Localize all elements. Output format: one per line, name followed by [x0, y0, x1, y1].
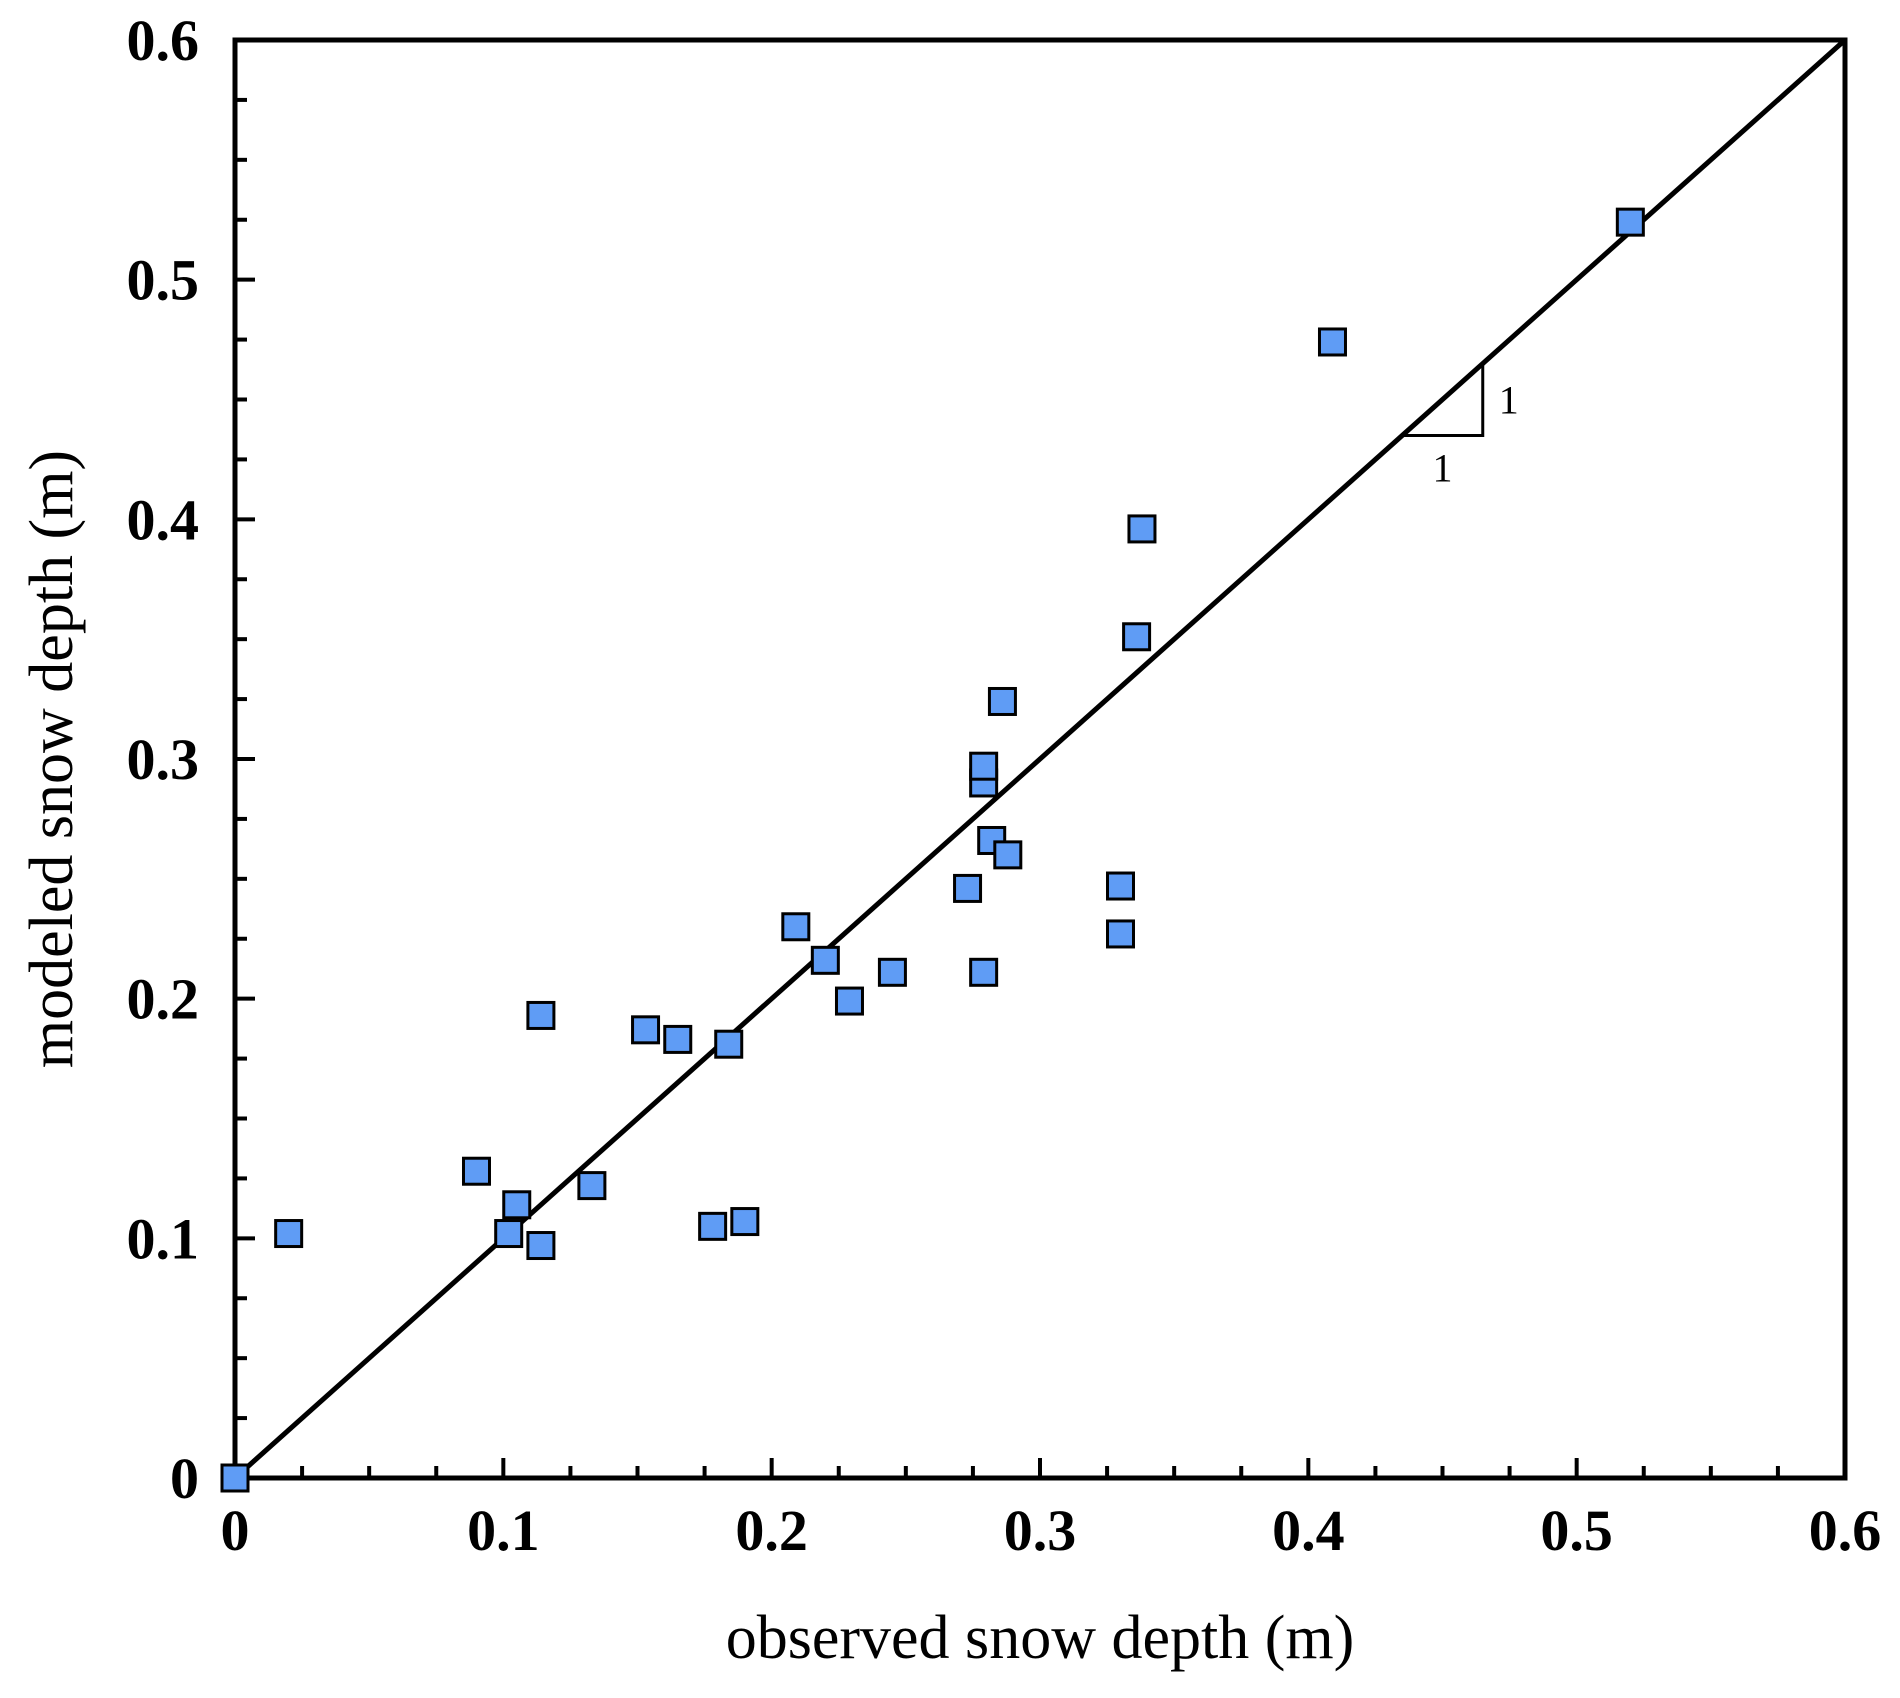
data-point [577, 1171, 607, 1201]
y-tick-label: 0.5 [127, 248, 200, 313]
x-tick-label: 0.5 [1540, 1498, 1613, 1563]
axes [232, 37, 1848, 1481]
data-point [663, 1024, 693, 1054]
data-point [526, 1000, 556, 1030]
x-axis-title: observed snow depth (m) [726, 1604, 1354, 1672]
reference-line-group [233, 38, 1847, 1480]
data-point [953, 873, 983, 903]
y-tick-label: 0.6 [127, 8, 200, 73]
data-point [462, 1156, 491, 1186]
x-tick-label: 0.6 [1809, 1498, 1882, 1563]
data-point [1106, 871, 1135, 901]
data-point [810, 945, 840, 975]
data-point [698, 1211, 728, 1241]
data-point [987, 686, 1017, 716]
y-tick-label: 0 [170, 1446, 199, 1511]
y-tick-label: 0.3 [127, 727, 200, 792]
data-point [781, 912, 811, 942]
data-point [1122, 622, 1152, 652]
data-point [1106, 919, 1135, 949]
tick-labels: 0 0.1 0.2 0.3 0.4 0.5 0.6 0 0.1 0.2 0.3 0.4 0.5 0.6 [127, 8, 1882, 1563]
data-point [1127, 514, 1157, 544]
x-tick-label: 0.4 [1272, 1498, 1345, 1563]
y-axis-title: modeled snow depth (m) [18, 450, 86, 1068]
data-point [502, 1190, 532, 1220]
data-point [1317, 327, 1347, 357]
slope-rise-label: 1 [1499, 378, 1519, 423]
slope-run-label: 1 [1433, 445, 1453, 490]
data-points [220, 207, 1645, 1493]
data-point [274, 1219, 304, 1249]
x-tick-label: 0.2 [735, 1498, 808, 1563]
one-to-one-line [233, 38, 1847, 1480]
data-point [1615, 207, 1645, 237]
data-point [220, 1463, 250, 1493]
data-point [993, 840, 1023, 870]
y-tick-label: 0.2 [127, 967, 200, 1032]
data-point [494, 1219, 524, 1249]
x-tick-label: 0.1 [467, 1498, 540, 1563]
x-tick-label: 0 [221, 1498, 250, 1563]
data-point [834, 986, 864, 1016]
y-tick-label: 0.4 [127, 487, 200, 552]
data-point [969, 751, 999, 781]
x-tick-label: 0.3 [1004, 1498, 1077, 1563]
slope-triangle-legs [1402, 363, 1485, 437]
data-point [969, 957, 999, 987]
data-point [714, 1029, 744, 1059]
data-point [631, 1015, 661, 1045]
data-point [526, 1231, 556, 1261]
slope-triangle: 11 [1402, 363, 1519, 490]
y-tick-label: 0.1 [127, 1206, 200, 1271]
data-point [877, 957, 907, 987]
data-point [730, 1207, 760, 1237]
